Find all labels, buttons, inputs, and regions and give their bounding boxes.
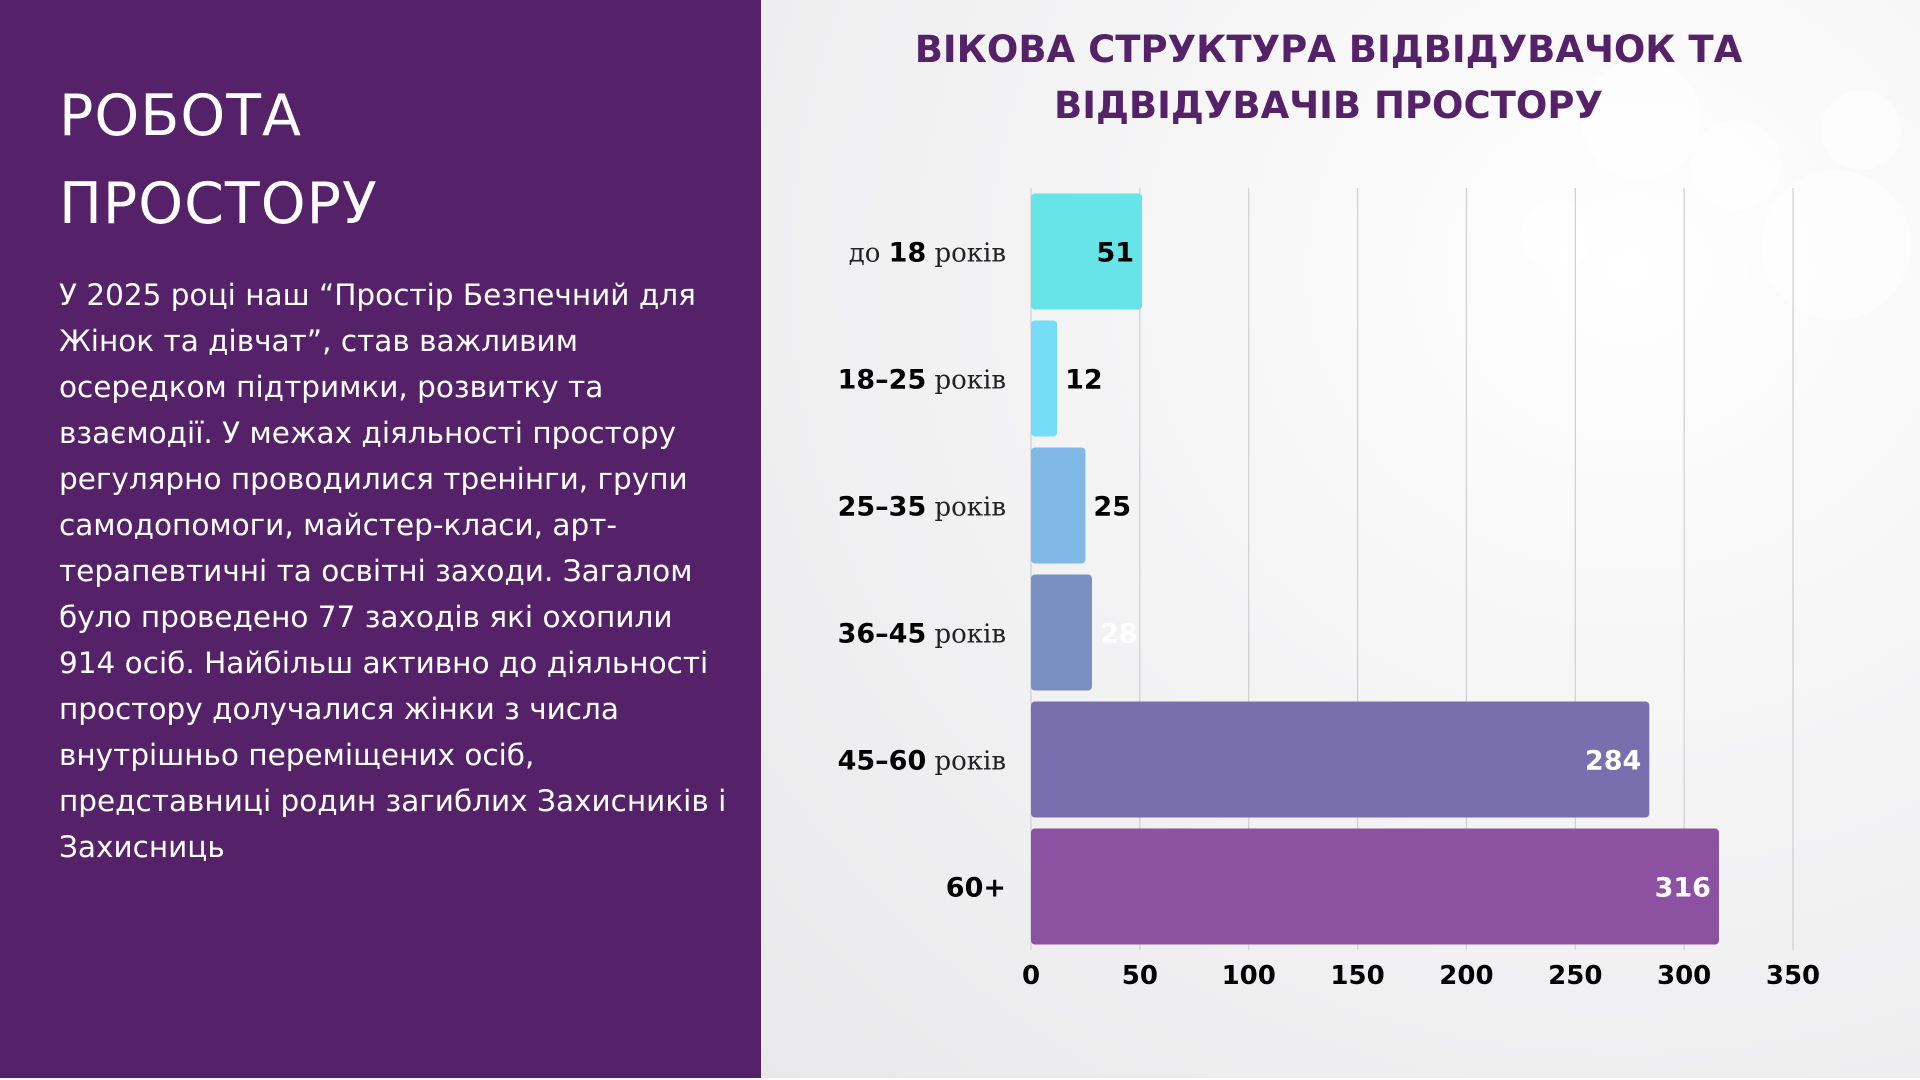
bar [1031,320,1058,437]
bokeh-light [1691,120,1781,210]
data-label: 25 [1093,492,1131,523]
bar [1031,193,1143,310]
data-label: 316 [1655,873,1711,904]
x-tick-label: 250 [1548,961,1602,991]
category-label: 36–45 років [838,619,1006,650]
x-tick-label: 0 [1022,961,1040,991]
category-label: 45–60 років [838,746,1006,777]
bokeh-light [1581,60,1701,180]
category-label: 60+ [946,873,1006,904]
x-tick-label: 100 [1222,961,1276,991]
category-label: 25–35 років [838,492,1006,523]
x-tick-label: 350 [1766,961,1820,991]
x-tick-label: 150 [1330,961,1384,991]
bokeh-light [1761,170,1911,320]
bar-chart: 0 50 100 150 200 250 300 350 51 до 18 років 12 18–2… [838,188,1820,991]
description-text: У 2025 році наш “Простір Безпечний для Ж… [59,278,727,864]
bar [1031,574,1092,691]
x-tick-label: 50 [1122,961,1158,991]
data-label: 284 [1585,746,1641,777]
bar [1031,701,1650,818]
bottom-strip [0,1078,1920,1080]
bar [1031,828,1719,945]
category-label: до 18 років [849,238,1006,269]
category-label: 18–25 років [838,365,1006,396]
data-label: 51 [1096,238,1134,269]
section-heading: РОБОТА ПРОСТОРУ [59,83,378,237]
x-tick-label: 200 [1439,961,1493,991]
bokeh-light [1521,200,1591,270]
data-label: 28 [1100,619,1138,650]
left-panel [0,0,761,1080]
chart-panel [761,0,1920,1080]
chart-title: ВІКОВА СТРУКТУРА ВІДВІДУВАЧОК ТА ВІДВІДУ… [914,28,1743,127]
bokeh-light [1821,90,1901,170]
data-label: 12 [1065,365,1103,396]
bar [1031,447,1086,564]
x-tick-label: 300 [1657,961,1711,991]
